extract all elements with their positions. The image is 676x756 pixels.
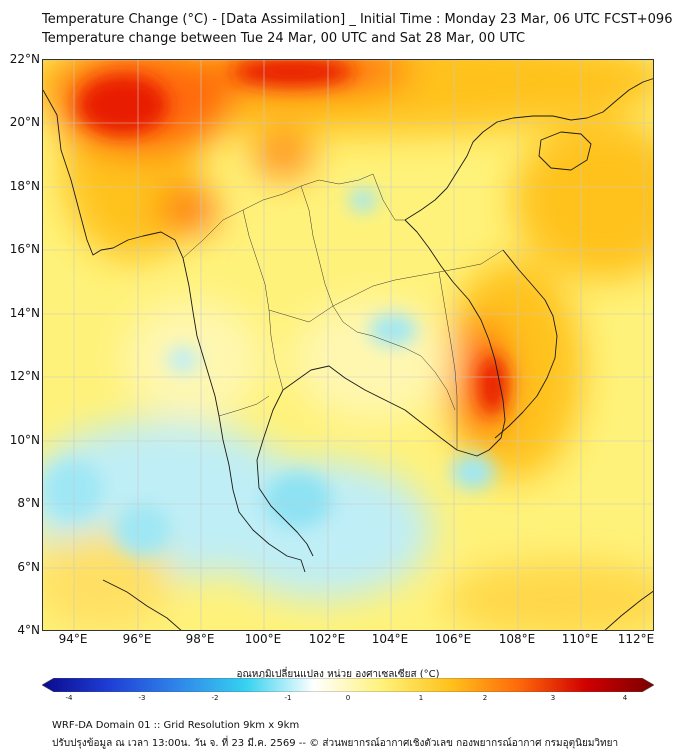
sumatra-coast bbox=[102, 579, 182, 630]
lat-label-8n: 8°N bbox=[17, 496, 40, 510]
map-title-line2: Temperature change between Tue 24 Mar, 0… bbox=[42, 31, 526, 46]
lat-label-18n: 18°N bbox=[9, 179, 40, 193]
lat-label-12n: 12°N bbox=[9, 369, 40, 383]
borneo-coast bbox=[604, 590, 653, 630]
colorbar-tick-3: 3 bbox=[550, 694, 556, 702]
hainan-island bbox=[538, 131, 592, 171]
vietnam-south-coast bbox=[494, 249, 558, 439]
lat-label-6n: 6°N bbox=[17, 560, 40, 574]
colorbar-tick-m3: -3 bbox=[138, 694, 146, 702]
colorbar-tick-m2: -2 bbox=[211, 694, 219, 702]
lon-label-96e: 96°E bbox=[122, 632, 152, 646]
lat-label-14n: 14°N bbox=[9, 306, 40, 320]
inland-borders bbox=[182, 173, 504, 450]
colorbar-tick-1: 1 bbox=[418, 694, 424, 702]
lon-label-94e: 94°E bbox=[58, 632, 88, 646]
lon-label-110e: 110°E bbox=[561, 632, 599, 646]
malay-east-coast bbox=[256, 439, 314, 557]
lon-label-104e: 104°E bbox=[371, 632, 409, 646]
lat-label-22n: 22°N bbox=[9, 52, 40, 66]
lon-label-106e: 106°E bbox=[434, 632, 472, 646]
lon-label-108e: 108°E bbox=[498, 632, 536, 646]
lat-label-20n: 20°N bbox=[9, 115, 40, 129]
colorbar-tick-4: 4 bbox=[622, 694, 628, 702]
gulf-of-thailand-coast bbox=[262, 219, 506, 457]
vietnam-coast bbox=[404, 78, 653, 221]
temperature-core bbox=[43, 60, 507, 556]
lat-label-16n: 16°N bbox=[9, 242, 40, 256]
map-title-line1: Temperature Change (°C) - [Data Assimila… bbox=[42, 12, 673, 27]
colorbar bbox=[42, 678, 654, 692]
map-canvas bbox=[43, 60, 653, 630]
map-gridlines bbox=[43, 60, 653, 630]
lat-label-4n: 4°N bbox=[17, 623, 40, 637]
coastlines-and-borders bbox=[43, 78, 653, 630]
lat-label-10n: 10°N bbox=[9, 433, 40, 447]
colorbar-title: อุณหภูมิเปลี่ยนแปลง หน่วย องศาเซลเซียส (… bbox=[236, 669, 440, 680]
lon-label-102e: 102°E bbox=[308, 632, 346, 646]
lon-label-112e: 112°E bbox=[617, 632, 655, 646]
colorbar-tick-m1: -1 bbox=[284, 694, 292, 702]
lon-label-98e: 98°E bbox=[185, 632, 215, 646]
lon-label-100e: 100°E bbox=[244, 632, 282, 646]
colorbar-tick-m4: -4 bbox=[65, 694, 73, 702]
myanmar-coast bbox=[43, 89, 224, 441]
footer-line2: ปรับปรุงข้อมูล ณ เวลา 13:00น. วัน จ. ที่… bbox=[52, 738, 619, 749]
colorbar-tick-2: 2 bbox=[482, 694, 488, 702]
temperature-field bbox=[43, 60, 653, 630]
colorbar-tick-0: 0 bbox=[345, 694, 351, 702]
mainland-outline bbox=[222, 439, 306, 573]
colorbar-bar bbox=[42, 678, 654, 692]
temperature-change-map bbox=[42, 59, 654, 631]
footer-line1: WRF-DA Domain 01 :: Grid Resolution 9km … bbox=[52, 720, 300, 731]
